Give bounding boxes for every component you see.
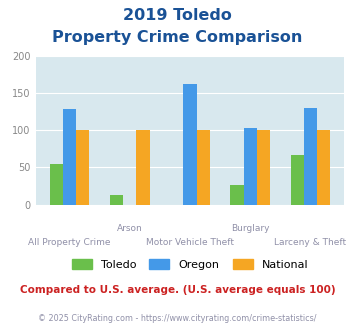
Bar [290, 155, 304, 205]
Bar [244, 128, 257, 205]
Legend: Toledo, Oregon, National: Toledo, Oregon, National [67, 255, 313, 274]
Bar [183, 83, 197, 205]
Bar [50, 164, 63, 205]
Text: © 2025 CityRating.com - https://www.cityrating.com/crime-statistics/: © 2025 CityRating.com - https://www.city… [38, 314, 317, 323]
Text: All Property Crime: All Property Crime [28, 238, 111, 247]
Text: Larceny & Theft: Larceny & Theft [274, 238, 346, 247]
Bar [110, 195, 123, 205]
Bar [230, 185, 244, 205]
Bar [63, 109, 76, 205]
Text: Arson: Arson [117, 224, 143, 233]
Bar [257, 130, 270, 205]
Text: Compared to U.S. average. (U.S. average equals 100): Compared to U.S. average. (U.S. average … [20, 285, 335, 295]
Bar [317, 130, 330, 205]
Text: 2019 Toledo: 2019 Toledo [123, 8, 232, 23]
Text: Motor Vehicle Theft: Motor Vehicle Theft [146, 238, 234, 247]
Text: Burglary: Burglary [231, 224, 269, 233]
Bar [304, 108, 317, 205]
Text: Property Crime Comparison: Property Crime Comparison [52, 30, 303, 45]
Bar [136, 130, 149, 205]
Bar [197, 130, 210, 205]
Bar [76, 130, 89, 205]
